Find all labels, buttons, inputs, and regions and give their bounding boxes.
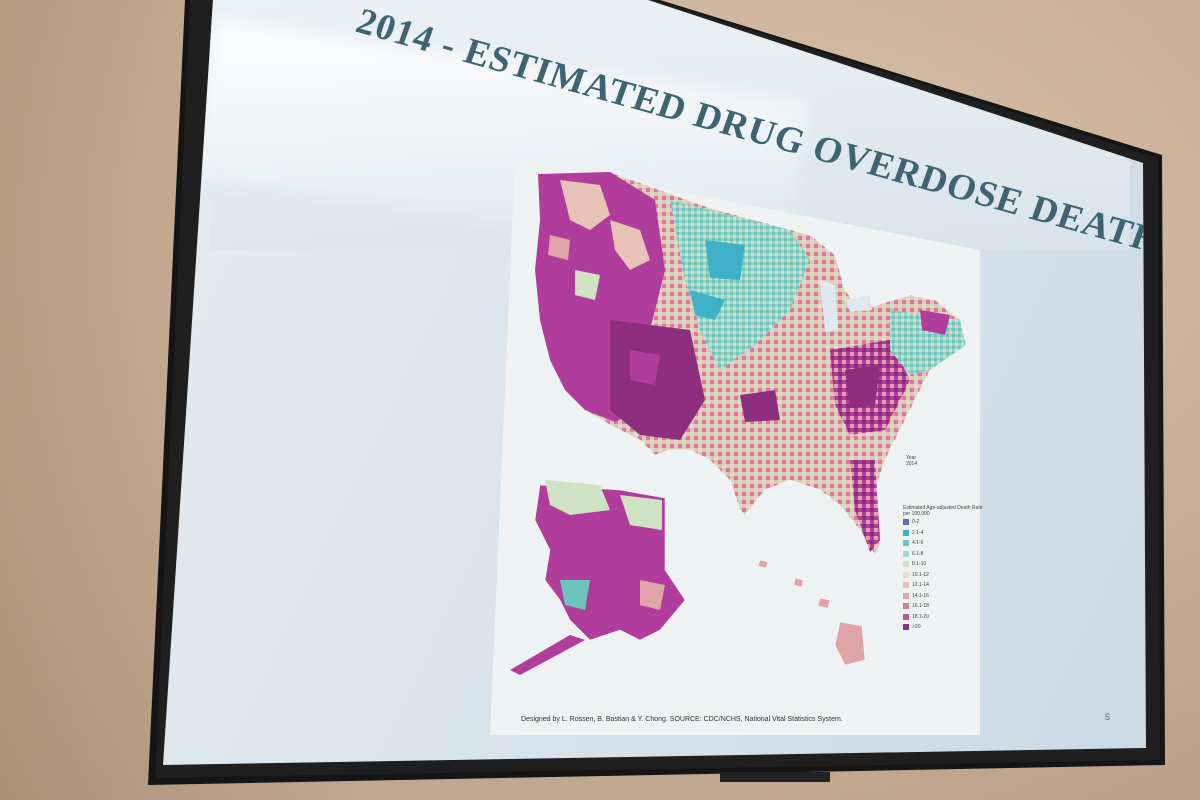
legend-swatch: [903, 571, 909, 578]
legend-swatch: [903, 550, 909, 557]
legend-label: 0-2: [912, 519, 920, 526]
legend-item: >20: [903, 622, 983, 633]
legend-swatch: [903, 540, 909, 547]
slide-credit: Designed by L. Rossen, B. Bastian & Y. C…: [521, 716, 843, 723]
legend-label: 14.1-16: [912, 592, 929, 599]
year-label: Year: [906, 455, 917, 461]
legend-swatch: [903, 624, 909, 631]
legend-items: 0-2 2.1-4 4.1-6 6.1-8 8.1-10 10.1-12 12.1-14 14…: [903, 517, 983, 633]
legend-item: 6.1-8: [903, 549, 983, 560]
us-county-map: [510, 171, 967, 675]
legend-swatch: [903, 582, 909, 589]
legend-label: 18.1-20: [912, 613, 929, 620]
legend-label: 12.1-14: [912, 582, 929, 589]
legend-label: 4.1-6: [912, 540, 924, 547]
legend-label: 16.1-18: [912, 603, 929, 610]
year-legend: Year 2014: [906, 455, 917, 467]
legend-item: 14.1-16: [903, 591, 983, 602]
legend-item: 8.1-10: [903, 559, 983, 570]
legend-item: 0-2: [903, 517, 983, 528]
hawaii: [757, 559, 866, 666]
legend-swatch: [903, 592, 909, 599]
legend-swatch: [903, 561, 909, 568]
legend-item: 4.1-6: [903, 538, 983, 549]
legend-swatch: [903, 613, 909, 620]
legend-title: Estimated Age-adjusted Death Rate per 10…: [903, 505, 983, 517]
legend-swatch: [903, 529, 909, 536]
legend-swatch: [903, 603, 909, 610]
legend-item: 2.1-4: [903, 528, 983, 539]
legend-label: 6.1-8: [912, 550, 924, 557]
legend-item: 16.1-18: [903, 601, 983, 612]
legend-item: 12.1-14: [903, 580, 983, 591]
legend-label: 2.1-4: [912, 529, 924, 536]
slide-number: 5: [1105, 712, 1111, 722]
map-legend: Estimated Age-adjusted Death Rate per 10…: [903, 505, 983, 633]
legend-label: 10.1-12: [912, 571, 929, 578]
legend-label: >20: [912, 624, 921, 631]
year-value: 2014: [906, 461, 918, 467]
legend-label: 8.1-10: [912, 561, 927, 568]
legend-item: 10.1-12: [903, 570, 983, 581]
legend-item: 18.1-20: [903, 612, 983, 623]
legend-swatch: [903, 519, 909, 526]
